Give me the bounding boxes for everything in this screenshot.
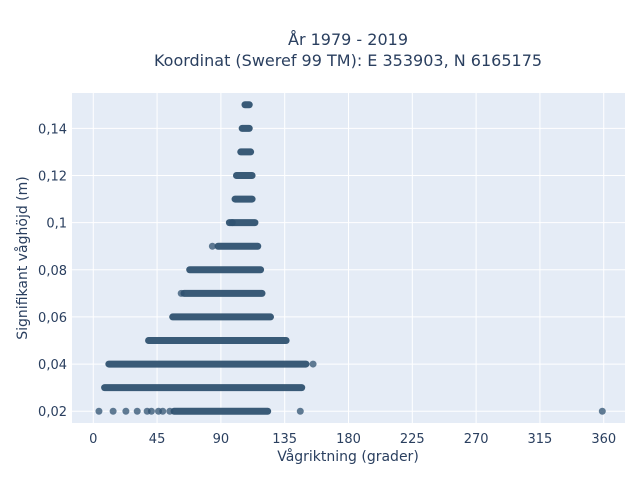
chart-title-line-2: Koordinat (Sweref 99 TM): E 353903, N 61… <box>154 51 542 70</box>
y-tick-label: 0,08 <box>38 264 67 279</box>
x-tick-label: 360 <box>591 432 616 447</box>
data-point <box>109 407 117 415</box>
x-tick-label: 225 <box>400 432 425 447</box>
x-tick-label: 270 <box>464 432 489 447</box>
x-tick-label: 45 <box>149 432 166 447</box>
y-tick-label: 0,1 <box>46 217 67 232</box>
data-point <box>122 407 130 415</box>
y-tick-label: 0,14 <box>38 122 67 137</box>
y-tick-label: 0,06 <box>38 311 67 326</box>
x-axis-title: Vågriktning (grader) <box>277 448 419 465</box>
y-tick-label: 0,12 <box>38 170 67 185</box>
grid-lines <box>72 93 625 423</box>
x-tick-label: 0 <box>89 432 97 447</box>
data-point <box>208 242 216 250</box>
x-tick-label: 90 <box>213 432 230 447</box>
data-point <box>228 219 236 227</box>
data-points <box>95 219 606 415</box>
data-point <box>296 407 304 415</box>
x-axis-ticks: 0 45 90 135 180 225 270 315 360 <box>89 432 616 447</box>
y-axis-title: Signifikant våghöjd (m) <box>14 176 31 339</box>
data-point <box>598 407 606 415</box>
chart-title-line-1: År 1979 - 2019 <box>288 30 408 49</box>
x-tick-label: 315 <box>528 432 553 447</box>
data-point <box>133 407 141 415</box>
y-axis-ticks: 0,02 0,04 0,06 0,08 0,1 0,12 0,14 <box>38 122 67 420</box>
x-tick-label: 180 <box>336 432 361 447</box>
x-tick-label: 135 <box>272 432 297 447</box>
data-point <box>166 407 174 415</box>
y-tick-label: 0,04 <box>38 358 67 373</box>
data-point <box>309 360 317 368</box>
data-point <box>147 407 155 415</box>
y-tick-label: 0,02 <box>38 405 67 420</box>
data-point <box>159 407 167 415</box>
data-bands <box>101 101 310 415</box>
data-point <box>95 407 103 415</box>
data-point <box>177 289 185 297</box>
